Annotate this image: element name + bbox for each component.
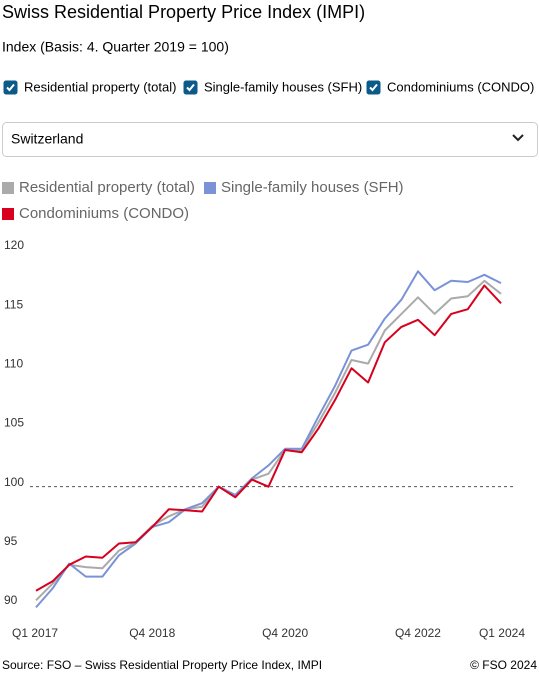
- title: Swiss Residential Property Price Index (…: [2, 2, 365, 22]
- x-tick-label: Q1 2017: [12, 626, 58, 640]
- x-tick-label: Q1 2024: [479, 626, 525, 640]
- legend-swatch: [204, 182, 216, 194]
- y-tick-label: 90: [4, 593, 18, 607]
- legend-swatch: [2, 208, 14, 220]
- dropdown-arrow[interactable]: [512, 134, 524, 142]
- y-tick-label: 100: [4, 475, 24, 489]
- y-tick-label: 110: [4, 357, 23, 371]
- legend-label: Condominiums (CONDO): [19, 205, 189, 222]
- x-tick-label: Q4 2018: [129, 626, 175, 640]
- legend-swatch: [2, 182, 14, 194]
- series-line: [35, 279, 502, 602]
- legend-label: Single-family houses (SFH): [221, 179, 404, 196]
- dropdown-box[interactable]: [2, 122, 538, 157]
- checkmark[interactable]: [186, 83, 195, 92]
- legend-label: Residential property (total): [19, 179, 195, 196]
- x-tick-label: Q4 2022: [395, 626, 441, 640]
- dropdown-value[interactable]: Switzerland: [11, 131, 83, 147]
- checkbox-label[interactable]: Residential property (total): [24, 79, 176, 94]
- x-tick-label: Q4 2020: [262, 626, 308, 640]
- dropdown[interactable]: Switzerland: [2, 122, 538, 157]
- y-tick-label: 115: [4, 297, 23, 311]
- y-tick-label: 95: [4, 534, 18, 548]
- checkmark[interactable]: [369, 83, 378, 92]
- source: Source: FSO – Swiss Residential Property…: [2, 658, 322, 672]
- y-tick-label: 105: [4, 416, 24, 430]
- y-tick-label: 120: [4, 238, 24, 252]
- subtitle: Index (Basis: 4. Quarter 2019 = 100): [2, 39, 229, 55]
- copyright: © FSO 2024: [470, 658, 537, 672]
- checkmark[interactable]: [6, 83, 15, 92]
- checkbox-label[interactable]: Condominiums (CONDO): [387, 79, 534, 94]
- series-line: [35, 270, 502, 609]
- series-line: [35, 284, 502, 592]
- checkbox-label[interactable]: Single-family houses (SFH): [204, 79, 362, 94]
